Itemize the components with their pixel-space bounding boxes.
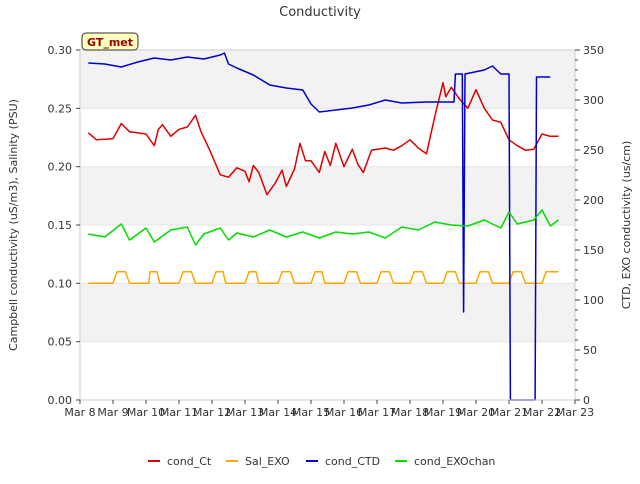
grid-band — [80, 283, 575, 342]
legend-label: cond_CTD — [325, 455, 380, 468]
background-bands — [80, 49, 575, 401]
y-axis-right: 0 50 100 150 200 250 300 350 — [575, 44, 604, 407]
y-tick-label: 0.10 — [48, 277, 73, 290]
legend-label: cond_EXOchan — [414, 455, 495, 468]
x-tick-label: Mar 22 — [523, 406, 561, 419]
x-tick-label: Mar 16 — [325, 406, 363, 419]
x-tick-label: Mar 13 — [226, 406, 264, 419]
station-annotation-label: GT_met — [87, 36, 133, 49]
y2-tick-label: 350 — [583, 44, 604, 57]
station-annotation-box — [81, 32, 139, 51]
x-tick-label: Mar 18 — [391, 406, 429, 419]
y2-tick-label: 50 — [583, 344, 597, 357]
series-layer — [87, 52, 559, 401]
grid-band — [80, 166, 575, 225]
y-tick-label: 0.25 — [48, 102, 73, 115]
y-axis-right-label: CTD, EXO conductivity (us/cm) — [620, 141, 633, 310]
x-tick-label: Mar 9 — [97, 406, 128, 419]
y-tick-label: 0.00 — [48, 394, 73, 407]
y-tick-label: 0.30 — [48, 44, 73, 57]
x-tick-label: Mar 14 — [259, 406, 297, 419]
x-tick-label: Mar 10 — [127, 406, 165, 419]
x-tick-label: Mar 8 — [64, 406, 95, 419]
x-tick-label: Mar 15 — [292, 406, 330, 419]
y2-tick-label: 200 — [583, 194, 604, 207]
x-tick-label: Mar 19 — [424, 406, 462, 419]
series-line-cond-ctd — [88, 52, 551, 401]
y2-tick-label: 100 — [583, 294, 604, 307]
y-tick-label: 0.15 — [48, 219, 73, 232]
x-tick-label: Mar 23 — [556, 406, 594, 419]
x-tick-label: Mar 17 — [358, 406, 396, 419]
station-annotation: GT_met — [81, 32, 139, 51]
legend: cond_Ct Sal_EXO cond_CTD cond_EXOchan — [148, 455, 495, 468]
y-tick-label: 0.20 — [48, 161, 73, 174]
series-line-sal-exo — [88, 270, 559, 285]
y-tick-label: 0.05 — [48, 336, 73, 349]
y2-tick-label: 250 — [583, 144, 604, 157]
y-axis-left-label: Campbell conductivity (uS/m3), Salinity … — [7, 99, 20, 351]
y2-tick-label: 150 — [583, 244, 604, 257]
x-tick-label: Mar 11 — [160, 406, 198, 419]
x-tick-label: Mar 21 — [490, 406, 528, 419]
legend-label: Sal_EXO — [245, 455, 290, 468]
chart-title: Conductivity — [279, 5, 361, 20]
x-tick-label: Mar 20 — [457, 406, 495, 419]
y-axis-left: 0.00 0.05 0.10 0.15 0.20 0.25 0.30 — [48, 44, 80, 407]
x-tick-label: Mar 12 — [193, 406, 231, 419]
legend-label: cond_Ct — [167, 455, 212, 468]
y2-tick-label: 0 — [583, 394, 590, 407]
series-line-cond-ct — [87, 81, 559, 196]
series-line-cond-exochan — [88, 209, 559, 246]
y2-tick-label: 300 — [583, 94, 604, 107]
